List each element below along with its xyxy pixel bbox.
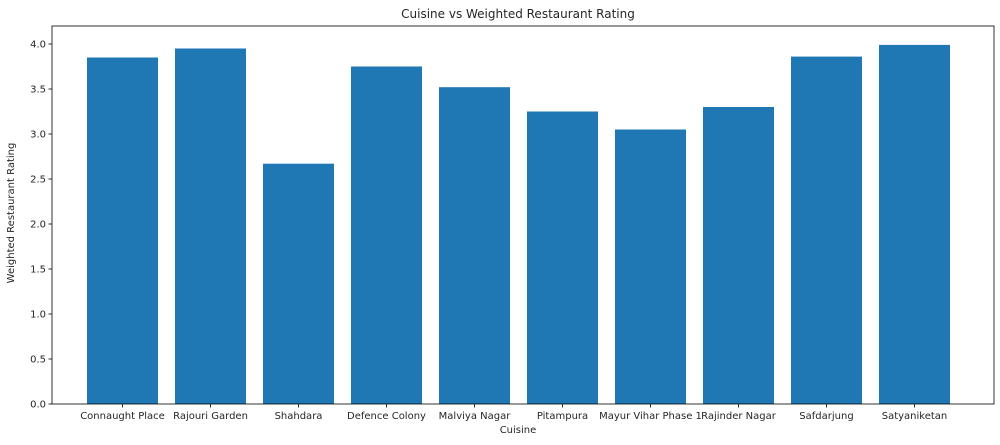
y-axis-ticks: 0.0 0.5 1.0 1.5 2.0 2.5 3.0 3.5 4.0 — [30, 40, 52, 411]
bar-5 — [527, 111, 598, 404]
y-tick-label: 0.5 — [30, 355, 46, 366]
chart-title: Cuisine vs Weighted Restaurant Rating — [401, 7, 635, 21]
bar-4 — [439, 87, 510, 404]
bar-7 — [703, 107, 774, 404]
x-tick-label: Connaught Place — [80, 411, 165, 422]
plot-frame — [51, 25, 995, 405]
x-tick-label: Safdarjung — [799, 411, 853, 422]
bars-group — [87, 44, 950, 405]
y-tick-label: 3.5 — [30, 85, 46, 96]
bar-6 — [615, 129, 686, 404]
x-axis-label: Cuisine — [500, 425, 537, 436]
x-tick-label: Pitampura — [537, 411, 588, 422]
y-tick-label: 4.0 — [30, 40, 46, 51]
bar-1 — [175, 48, 246, 404]
x-tick-label: Rajinder Nagar — [701, 411, 777, 422]
x-tick-label: Satyaniketan — [882, 411, 948, 422]
y-tick-label: 2.5 — [30, 175, 46, 186]
x-tick-label: Defence Colony — [347, 411, 426, 422]
bar-0 — [87, 57, 158, 404]
y-tick-label: 1.0 — [30, 310, 46, 321]
y-tick-label: 0.0 — [30, 400, 46, 411]
x-tick-label: Malviya Nagar — [439, 411, 512, 422]
y-tick-label: 1.5 — [30, 265, 46, 276]
y-tick-label: 3.0 — [30, 130, 46, 141]
x-tick-label: Shahdara — [275, 411, 323, 422]
y-tick-label: 2.0 — [30, 220, 46, 231]
bar-9 — [879, 44, 950, 405]
bar-2 — [263, 163, 334, 404]
y-axis-label: Weighted Restaurant Rating — [6, 143, 17, 284]
x-tick-label: Mayur Vihar Phase 1 — [599, 411, 702, 422]
x-tick-label: Rajouri Garden — [173, 411, 248, 422]
bar-8 — [791, 56, 862, 404]
bar-3 — [351, 66, 422, 404]
x-axis-ticks: Connaught Place Rajouri Garden Shahdara Def… — [80, 404, 947, 422]
